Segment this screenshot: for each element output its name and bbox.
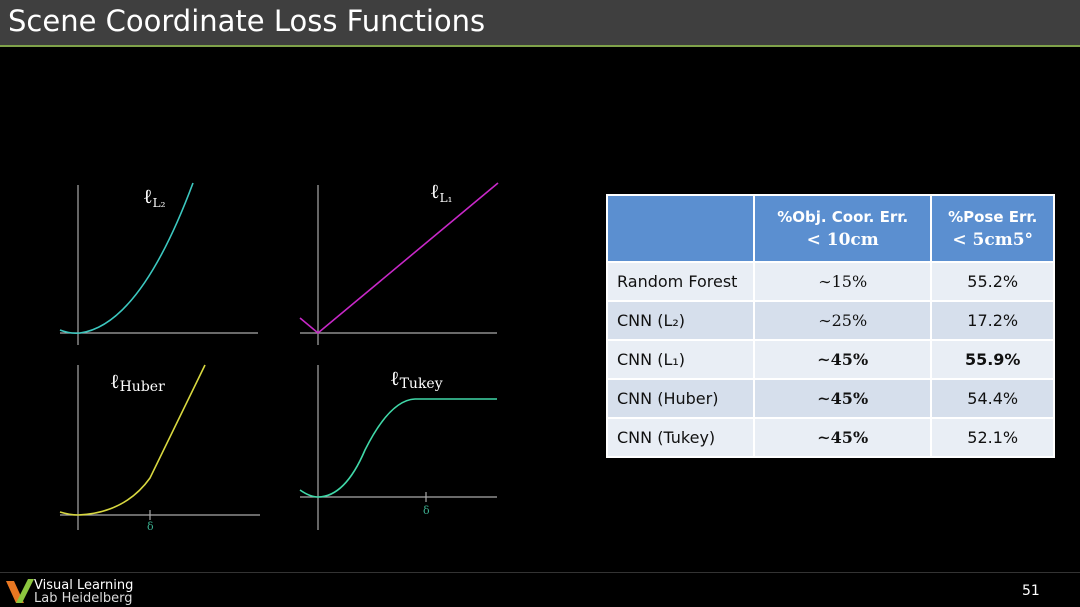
l1-curve [299, 182, 499, 335]
page-number: 51 [1022, 583, 1040, 599]
plot-label: ℓL₂ [143, 184, 166, 210]
cell: 54.4% [930, 378, 1055, 419]
axes [60, 185, 497, 530]
delta-label: δ [147, 520, 154, 533]
header-text: < 5cm5° [952, 229, 1034, 250]
huber-curve [59, 364, 206, 516]
logo-text: Visual Learning [34, 578, 134, 593]
cell: 52.1% [930, 417, 1055, 458]
plot-label: ℓL₁ [430, 179, 452, 205]
cell: ∼45% [752, 417, 933, 458]
cell: ∼15% [752, 261, 933, 302]
header-cell [606, 194, 755, 263]
logo-icon [6, 579, 34, 603]
delta-label: δ [423, 504, 430, 517]
header-text: %Obj. Coor. Err. [777, 207, 909, 226]
plot-label: ℓTukey [390, 366, 443, 392]
cell: CNN (L₂) [606, 300, 755, 341]
tukey-curve [299, 398, 497, 498]
header-cell: %Pose Err. < 5cm5° [930, 194, 1055, 263]
header-text: %Pose Err. [948, 207, 1038, 226]
header-cell: %Obj. Coor. Err. < 10cm [752, 194, 933, 263]
header-text: < 10cm [806, 229, 879, 250]
slide-title: Scene Coordinate Loss Functions [8, 4, 486, 38]
cell: 55.9% [930, 339, 1055, 380]
cell: Random Forest [606, 261, 755, 302]
cell: 17.2% [930, 300, 1055, 341]
cell: CNN (Huber) [606, 378, 755, 419]
results-table: %Obj. Coor. Err. < 10cm %Pose Err. < 5cm5°… [606, 194, 1055, 458]
l2-curve [59, 182, 194, 334]
cell: ∼25% [752, 300, 933, 341]
title-bar: Scene Coordinate Loss Functions [0, 0, 1080, 47]
cell: ∼45% [752, 339, 933, 380]
cell: 55.2% [930, 261, 1055, 302]
plot-label: ℓHuber [110, 369, 165, 395]
cell: ∼45% [752, 378, 933, 419]
footer: Visual Learning Lab Heidelberg 51 [0, 572, 1080, 607]
logo-text: Lab Heidelberg [34, 591, 133, 606]
cell: CNN (L₁) [606, 339, 755, 380]
cell: CNN (Tukey) [606, 417, 755, 458]
